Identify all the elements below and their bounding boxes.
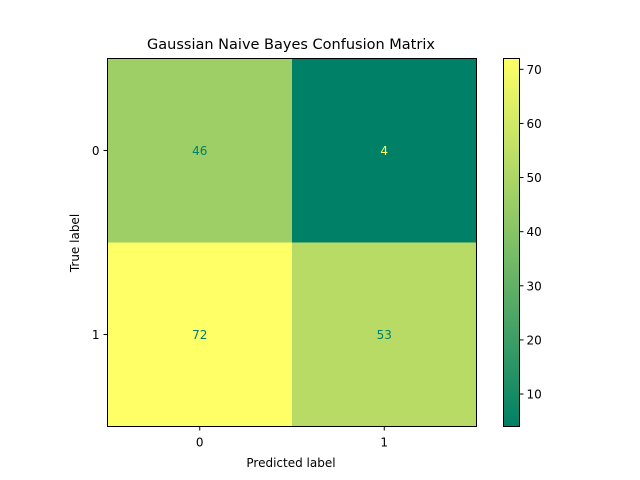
y-tick-label: 0	[92, 144, 100, 158]
chart-title: Gaussian Naive Bayes Confusion Matrix	[147, 37, 435, 53]
cell-value-1-0: 72	[192, 328, 207, 342]
colorbar-tick-label: 20	[527, 333, 542, 347]
colorbar-tick-label: 60	[527, 117, 542, 131]
heatmap-cell-1-1	[292, 242, 477, 427]
plot-frame	[107, 58, 477, 427]
heatmap-cell-labels: 46 4 72 53	[192, 144, 392, 342]
x-tick-label: 0	[196, 436, 204, 450]
y-axis-label: True label	[68, 214, 82, 273]
y-axis-ticks: 01	[92, 144, 108, 342]
heatmap-cells	[107, 58, 477, 427]
y-tick-label: 1	[92, 328, 100, 342]
colorbar-tick-label: 50	[527, 171, 542, 185]
colorbar-tick-label: 40	[527, 225, 542, 239]
colorbar-ticks: 10 20 30 40 50 60 70	[519, 63, 542, 402]
heatmap-cell-0-0	[107, 58, 293, 243]
colorbar-tick-label: 30	[527, 279, 542, 293]
heatmap-cell-1-0	[107, 242, 293, 427]
cell-value-0-1: 4	[380, 144, 388, 158]
x-tick-label: 1	[380, 436, 388, 450]
colorbar-tick-label: 10	[527, 388, 542, 402]
colorbar-tick-label: 70	[527, 63, 542, 77]
cell-value-1-1: 53	[377, 328, 392, 342]
colorbar	[503, 58, 520, 427]
x-axis-label: Predicted label	[246, 456, 335, 470]
heatmap-cell-0-1	[292, 58, 477, 243]
cell-value-0-0: 46	[192, 144, 207, 158]
